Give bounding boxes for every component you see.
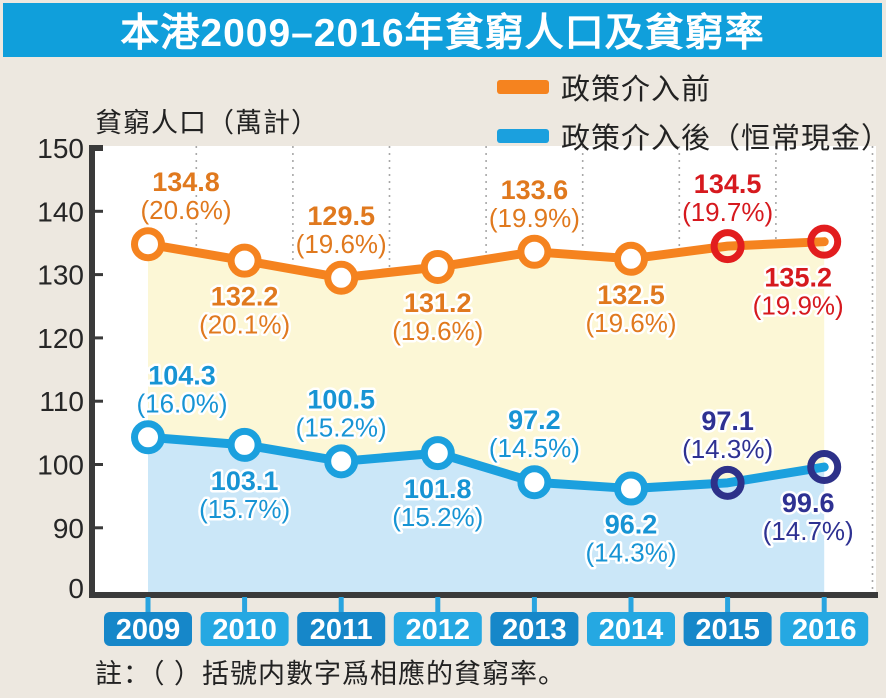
x-tick-year-label: 2010 [212,614,277,646]
x-tick-year-label: 2011 [310,614,373,646]
legend-item-pre-policy: 政策介入前 [497,66,886,108]
data-label-rate: (15.2%) [392,502,483,532]
data-label-rate: (19.6%) [296,229,387,259]
data-point-marker [227,427,262,462]
x-tick-year-label: 2016 [792,614,857,646]
legend-item-post-policy: 政策介入後（恒常現金） [497,115,886,157]
data-label-value: 96.2 [605,510,658,540]
data-label-value: 134.5 [694,169,762,199]
data-point-marker [227,243,262,278]
data-label-value: 132.5 [597,280,665,310]
y-tick-label: 90 [53,513,84,544]
data-point-marker [420,250,455,285]
year-box [297,612,386,646]
x-tick-year-label: 2009 [116,614,181,646]
axis-spines [89,145,878,598]
y-tick-label: 100 [37,450,84,481]
data-label-rate: (19.6%) [392,316,483,346]
footnote: 註：（ ）括號内數字爲相應的貧窮率。 [95,659,567,689]
x-tick-year-label: 2013 [502,614,567,646]
data-label-rate: (19.9%) [753,291,844,321]
year-box [200,612,289,646]
data-label-value: 133.6 [501,175,569,205]
data-point-marker [710,229,745,264]
data-label-rate: (15.2%) [296,412,387,442]
year-box [393,612,482,646]
page-title: 本港2009–2016年貧窮人口及貧窮率 [120,12,765,55]
legend-label-pre-policy: 政策介入前 [561,74,712,106]
fill-between-series [148,241,825,489]
data-label-value: 135.2 [764,263,832,293]
year-box [683,612,772,646]
data-point-marker [131,227,165,262]
fill-below-lower-series [148,437,825,593]
data-point-marker [807,450,842,485]
y-tick-label: 120 [37,323,84,354]
data-point-marker [614,471,648,506]
legend: 政策介入前 政策介入後（恒常現金） [497,66,886,157]
data-label-rate: (14.3%) [585,538,676,568]
data-label-value: 101.8 [404,474,472,504]
data-label-rate: (20.1%) [199,310,290,340]
data-point-marker [517,234,552,269]
year-box [780,612,869,646]
data-point-marker [710,465,745,500]
data-point-marker [420,436,455,471]
data-label-rate: (20.6%) [140,195,231,225]
data-label-rate: (14.7%) [763,516,854,546]
x-tick-year-label: 2012 [406,614,471,646]
data-label-value: 100.5 [307,384,375,414]
y-tick-label: 110 [39,386,84,417]
data-label-rate: (15.7%) [199,494,290,524]
header-bar: 本港2009–2016年貧窮人口及貧窮率 [3,3,882,57]
data-label-value: 99.6 [782,488,835,518]
y-tick-label: 0 [68,573,84,604]
data-point-marker [131,420,165,455]
data-label-rate: (14.5%) [489,433,580,463]
legend-label-post-policy: 政策介入後（恒常現金） [561,123,886,155]
data-point-marker [324,260,359,295]
y-tick-label: 150 [37,133,84,164]
data-label-value: 97.1 [701,406,754,436]
data-label-rate: (14.3%) [682,434,773,464]
legend-swatch-orange [497,80,549,94]
data-point-marker [807,224,842,259]
y-tick-label: 140 [37,196,84,227]
data-point-marker [324,444,359,479]
data-label-rate: (16.0%) [136,388,227,418]
legend-swatch-blue [497,129,549,143]
year-box [490,612,579,646]
y-axis-title: 貧窮人口（萬計） [95,108,319,138]
data-label-value: 104.3 [148,360,216,390]
data-point-marker [614,241,648,276]
data-label-value: 132.2 [211,282,279,312]
x-tick-year-label: 2015 [695,614,760,646]
year-box [104,612,192,646]
data-label-rate: (19.6%) [585,308,676,338]
data-label-value: 134.8 [152,167,220,197]
data-label-rate: (19.9%) [489,203,580,233]
data-label-value: 129.5 [307,201,375,231]
y-tick-label: 130 [37,260,84,291]
data-label-value: 131.2 [404,288,472,318]
data-label-value: 97.2 [508,405,561,435]
data-label-rate: (19.7%) [682,197,773,227]
year-box [587,612,675,646]
data-label-value: 103.1 [211,466,279,496]
data-point-marker [517,465,552,500]
x-tick-year-label: 2014 [599,614,664,646]
